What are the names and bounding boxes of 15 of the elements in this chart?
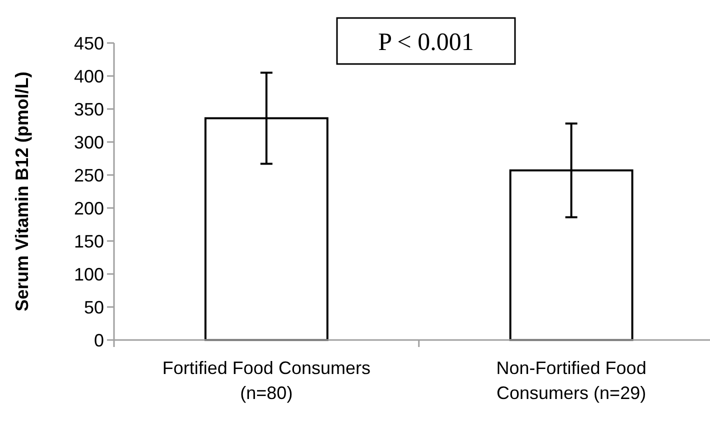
y-tick-label: 100: [74, 264, 104, 284]
y-tick-label: 0: [94, 330, 104, 350]
y-axis-title: Serum Vitamin B12 (pmol/L): [12, 72, 32, 312]
y-tick-label: 150: [74, 231, 104, 252]
x-tick-label: Non-Fortified Food Consumers (n=29): [496, 358, 646, 403]
y-tick-label: 200: [74, 198, 104, 218]
y-tick-label: 450: [74, 33, 104, 54]
x-tick-label: Fortified Food Consumers (n=80): [162, 358, 370, 403]
annotation: P < 0.001: [378, 28, 474, 56]
y-tick-label: 300: [74, 132, 104, 152]
y-tick-label: 250: [74, 165, 104, 186]
y-tick-label: 50: [84, 297, 104, 318]
text-box: P < 0.001: [336, 17, 516, 65]
y-tick-label: 350: [74, 99, 104, 120]
y-tick-label: 400: [74, 66, 104, 86]
